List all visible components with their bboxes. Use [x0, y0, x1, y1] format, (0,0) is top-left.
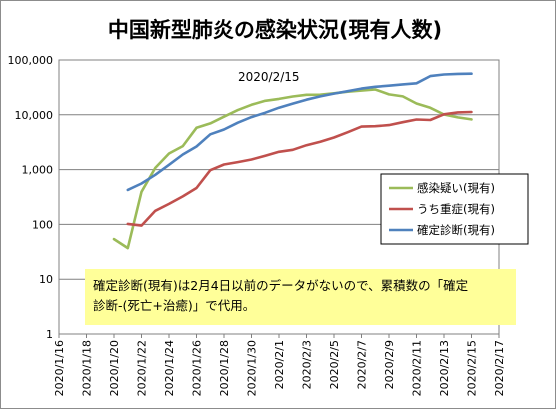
- x-tick-label: 2020/1/16: [53, 340, 66, 396]
- legend-label: うち重症(現有): [417, 202, 495, 216]
- x-tick-label: 2020/1/24: [163, 340, 176, 396]
- x-tick-label: 2020/1/30: [246, 340, 259, 396]
- series-layer: [112, 72, 473, 250]
- x-tick-label: 2020/2/17: [493, 340, 506, 396]
- x-tick-label: 2020/2/3: [301, 340, 314, 389]
- date-annotation: 2020/2/15: [238, 70, 300, 84]
- x-tick-label: 2020/1/22: [136, 340, 149, 396]
- x-tick-label: 2020/2/1: [273, 340, 286, 389]
- y-tick-label: 1,000: [22, 164, 54, 177]
- y-tick-label: 100: [32, 218, 53, 231]
- confirmed-cases-line: [126, 72, 473, 192]
- severe-cases-line: [126, 110, 473, 227]
- x-tick-label: 2020/1/20: [108, 340, 121, 396]
- legend-label: 確定診断(現有): [417, 223, 495, 237]
- y-tick-label: 10: [39, 273, 53, 286]
- x-tick-label: 2020/1/18: [81, 340, 94, 396]
- chart-title: 中国新型肺炎の感染状況(現有人数): [108, 18, 442, 42]
- y-tick-label: 1: [46, 328, 53, 341]
- suspected-cases-line: [112, 88, 473, 250]
- note-background: [85, 269, 516, 325]
- x-tick-label: 2020/2/15: [466, 340, 479, 396]
- x-tick-label: 2020/2/11: [411, 340, 424, 396]
- x-tick-label: 2020/2/5: [328, 340, 341, 389]
- x-tick-label: 2020/2/13: [438, 340, 451, 396]
- y-tick-label: 10,000: [15, 109, 54, 122]
- note-line-2: 診断-(死亡+治癒)」で代用。: [93, 298, 255, 313]
- y-tick-label: 100,000: [8, 54, 54, 67]
- x-tick-label: 2020/1/26: [191, 340, 204, 396]
- x-tick-label: 2020/2/7: [356, 340, 369, 389]
- note-box: 確定診断(現有)は2月4日以前のデータがないので、累積数の「確定 診断-(死亡+…: [85, 269, 516, 325]
- y-axis-labels: 1 10 100 1,000 10,000 100,000: [8, 54, 54, 341]
- legend-label: 感染疑い(現有): [417, 181, 495, 195]
- x-axis-labels: 2020/1/16 2020/1/18 2020/1/20 2020/1/22 2020…: [53, 334, 506, 396]
- legend: 感染疑い(現有) うち重症(現有) 確定診断(現有): [380, 173, 529, 245]
- x-tick-label: 2020/1/28: [218, 340, 231, 396]
- note-line-1: 確定診断(現有)は2月4日以前のデータがないので、累積数の「確定: [93, 278, 468, 293]
- x-tick-label: 2020/2/9: [383, 340, 396, 389]
